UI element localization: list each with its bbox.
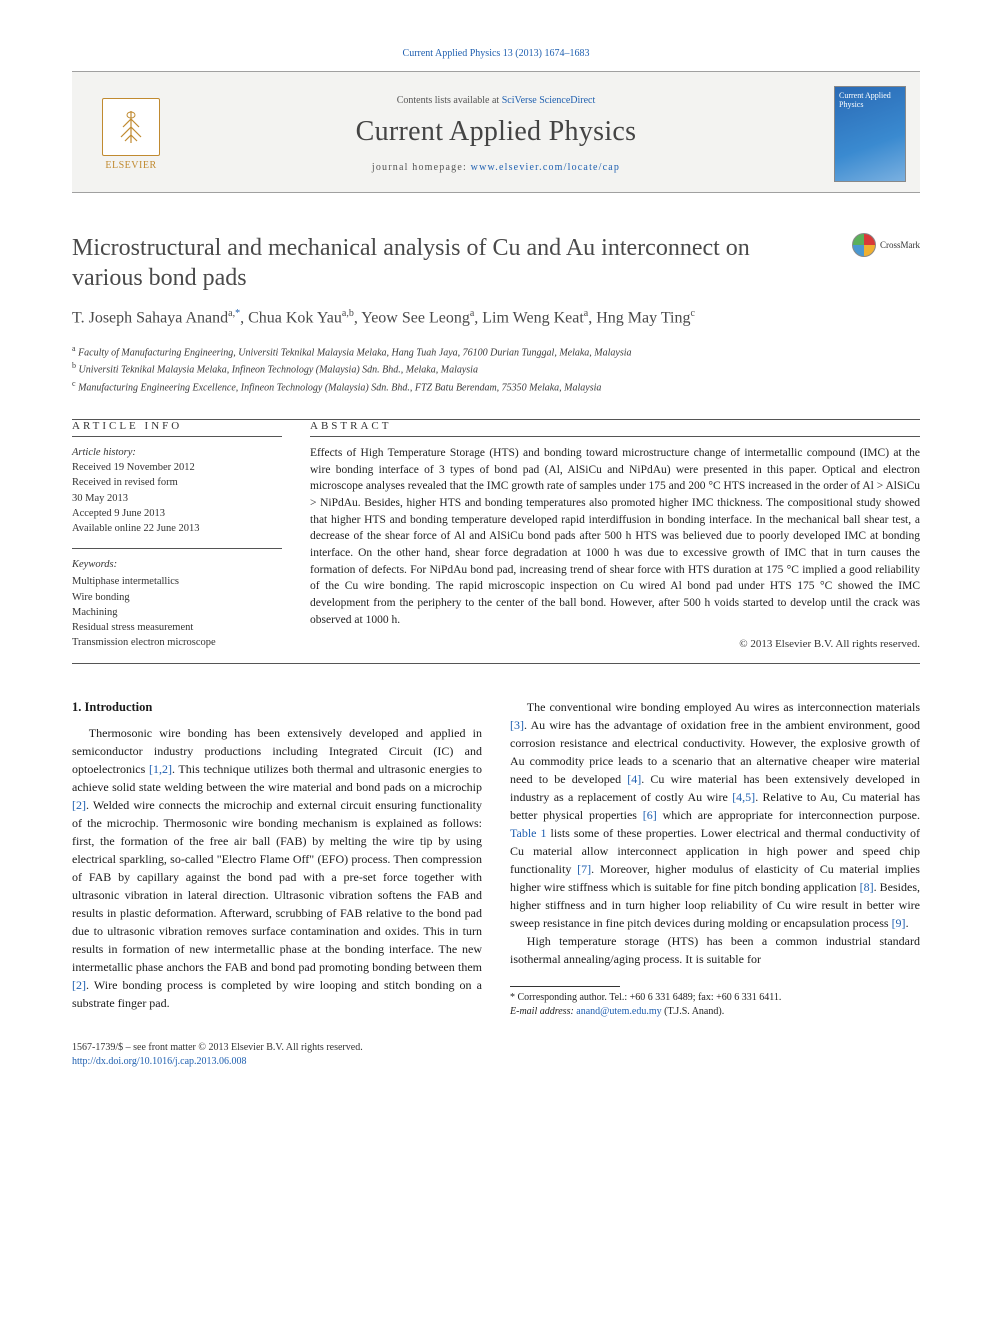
keyword-3: Machining bbox=[72, 605, 282, 620]
history-revised-line2: 30 May 2013 bbox=[72, 491, 282, 506]
elsevier-tree-icon bbox=[102, 98, 160, 156]
article-info-header: ARTICLE INFO bbox=[72, 420, 282, 437]
keyword-2: Wire bonding bbox=[72, 590, 282, 605]
journal-homepage: journal homepage: www.elsevier.com/locat… bbox=[176, 162, 816, 173]
history-accepted: Accepted 9 June 2013 bbox=[72, 506, 282, 521]
publisher-name: ELSEVIER bbox=[105, 160, 156, 171]
affiliations: a Faculty of Manufacturing Engineering, … bbox=[72, 343, 920, 395]
abstract-header: ABSTRACT bbox=[310, 420, 920, 437]
history-revised-line1: Received in revised form bbox=[72, 475, 282, 490]
author-5: , Hng May Ting bbox=[588, 309, 690, 326]
footnote-star: * bbox=[510, 992, 518, 1003]
keyword-4: Residual stress measurement bbox=[72, 620, 282, 635]
history-online: Available online 22 June 2013 bbox=[72, 521, 282, 536]
cite-7[interactable]: [7] bbox=[577, 862, 591, 876]
keyword-1: Multiphase intermetallics bbox=[72, 574, 282, 589]
cite-9[interactable]: [9] bbox=[892, 916, 906, 930]
doi-link[interactable]: http://dx.doi.org/10.1016/j.cap.2013.06.… bbox=[72, 1056, 247, 1067]
author-4: , Lim Weng Keat bbox=[474, 309, 584, 326]
journal-name: Current Applied Physics bbox=[176, 116, 816, 148]
affiliation-c: Manufacturing Engineering Excellence, In… bbox=[78, 382, 601, 393]
journal-cover-thumb: Current Applied Physics bbox=[834, 86, 906, 182]
abstract-text: Effects of High Temperature Storage (HTS… bbox=[310, 445, 920, 628]
author-1: T. Joseph Sahaya Anand bbox=[72, 309, 228, 326]
copyright-line: © 2013 Elsevier B.V. All rights reserved… bbox=[310, 638, 920, 650]
cite-2b[interactable]: [2] bbox=[72, 978, 86, 992]
cite-1-2[interactable]: [1,2] bbox=[149, 762, 172, 776]
running-citation-link[interactable]: Current Applied Physics 13 (2013) 1674–1… bbox=[403, 48, 590, 59]
running-citation: Current Applied Physics 13 (2013) 1674–1… bbox=[72, 48, 920, 59]
footnotes: * Corresponding author. Tel.: +60 6 331 … bbox=[510, 991, 920, 1019]
abstract-column: ABSTRACT Effects of High Temperature Sto… bbox=[310, 420, 920, 651]
sciencedirect-link[interactable]: SciVerse ScienceDirect bbox=[502, 95, 596, 106]
masthead: ELSEVIER Contents lists available at Sci… bbox=[72, 71, 920, 193]
footnote-corr: Corresponding author. Tel.: +60 6 331 64… bbox=[518, 992, 782, 1003]
publisher-logo-block: ELSEVIER bbox=[86, 98, 176, 171]
section-divider bbox=[72, 663, 920, 664]
affiliation-a: Faculty of Manufacturing Engineering, Un… bbox=[78, 347, 631, 358]
body-paragraph-2: The conventional wire bonding employed A… bbox=[510, 698, 920, 932]
cite-3[interactable]: [3] bbox=[510, 718, 524, 732]
crossmark-badge[interactable]: CrossMark bbox=[830, 233, 920, 257]
crossmark-label: CrossMark bbox=[880, 240, 920, 250]
author-list: T. Joseph Sahaya Ananda,*, Chua Kok Yaua… bbox=[72, 307, 920, 329]
journal-homepage-link[interactable]: www.elsevier.com/locate/cap bbox=[471, 162, 620, 173]
corr-email-link[interactable]: anand@utem.edu.my bbox=[576, 1006, 661, 1017]
author-2: , Chua Kok Yau bbox=[240, 309, 342, 326]
crossmark-icon bbox=[852, 233, 876, 257]
history-received: Received 19 November 2012 bbox=[72, 460, 282, 475]
article-info-column: ARTICLE INFO Article history: Received 1… bbox=[72, 420, 282, 651]
author-3: , Yeow See Leong bbox=[354, 309, 470, 326]
history-label: Article history: bbox=[72, 445, 282, 460]
body-paragraph-3: High temperature storage (HTS) has been … bbox=[510, 932, 920, 968]
affiliation-b: Universiti Teknikal Malaysia Melaka, Inf… bbox=[79, 365, 478, 376]
cite-4-5[interactable]: [4,5] bbox=[732, 790, 755, 804]
body-two-column: 1. Introduction Thermosonic wire bonding… bbox=[72, 698, 920, 1019]
cite-4a[interactable]: [4] bbox=[627, 772, 641, 786]
body-paragraph-1: Thermosonic wire bonding has been extens… bbox=[72, 724, 482, 1012]
footnote-separator bbox=[510, 986, 620, 987]
front-matter-line: 1567-1739/$ – see front matter © 2013 El… bbox=[72, 1041, 363, 1055]
section-1-heading: 1. Introduction bbox=[72, 698, 482, 717]
cite-8[interactable]: [8] bbox=[860, 880, 874, 894]
cite-2a[interactable]: [2] bbox=[72, 798, 86, 812]
table-1-link[interactable]: Table 1 bbox=[510, 826, 546, 840]
contents-line: Contents lists available at SciVerse Sci… bbox=[176, 95, 816, 106]
article-title: Microstructural and mechanical analysis … bbox=[72, 233, 814, 293]
keyword-5: Transmission electron microscope bbox=[72, 635, 282, 650]
keywords-label: Keywords: bbox=[72, 557, 282, 572]
cite-6[interactable]: [6] bbox=[643, 808, 657, 822]
page-footer: 1567-1739/$ – see front matter © 2013 El… bbox=[72, 1041, 920, 1069]
